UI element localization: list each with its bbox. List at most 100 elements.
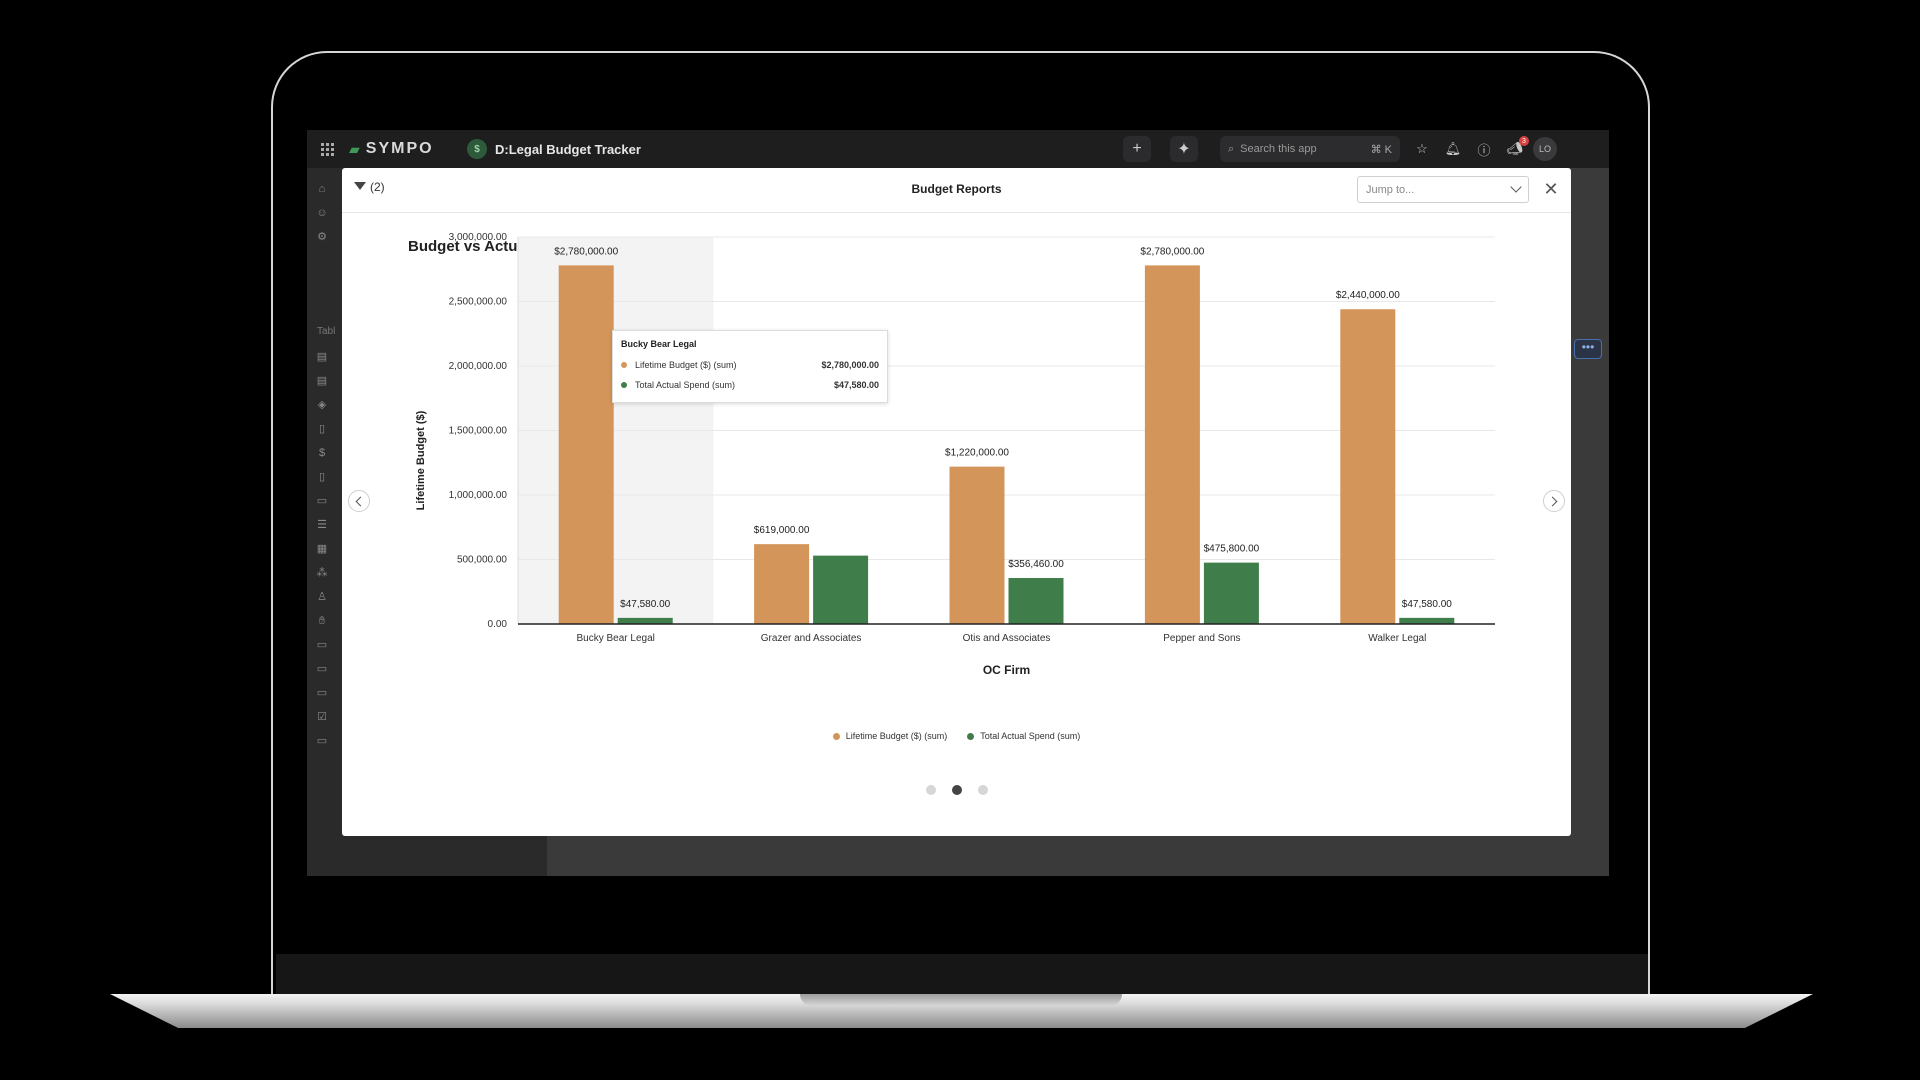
filter-count: (2) (370, 180, 385, 194)
sidebar-folder-icon[interactable]: ▭ (316, 735, 328, 747)
previous-chart-button[interactable] (348, 490, 370, 512)
budget-reports-modal: (2) Budget Reports Jump to... ✕ Budget v… (342, 168, 1571, 836)
help-icon[interactable]: ⓘ (1477, 142, 1491, 158)
home-icon[interactable]: ⌂ (318, 183, 326, 195)
x-tick-label: Grazer and Associates (761, 633, 862, 644)
sidebar-dollar-icon[interactable]: $ (318, 447, 326, 459)
bar-chart: 0.00 500,000.00 1,000,000.00 1,500,000.00 2,… (415, 232, 1495, 677)
y-tick-label: 1,500,000.00 (449, 426, 508, 437)
legend-spend-swatch (967, 732, 975, 740)
tooltip-row-name: Lifetime Budget ($) (sum) (635, 360, 737, 370)
ai-assistant-button[interactable]: ✦ (1169, 130, 1199, 168)
tooltip-spend-swatch (621, 382, 627, 388)
settings-icon[interactable]: ⚙ (317, 231, 327, 243)
chart-pager (342, 785, 1571, 795)
bar (617, 617, 673, 624)
y-axis-title: Lifetime Budget ($) (415, 410, 427, 510)
app-title-text: D:Legal Budget Tracker (495, 141, 641, 157)
x-tick-label: Walker Legal (1368, 633, 1426, 644)
chevron-right-icon (1547, 496, 1558, 506)
bar (1008, 578, 1064, 624)
sidebar-folder-icon[interactable]: ▭ (316, 687, 328, 699)
sparkle-icon: ✦ (1170, 136, 1198, 162)
megaphone-icon[interactable]: 📣︎ (1506, 141, 1524, 156)
y-tick-label: 1,000,000.00 (449, 490, 508, 501)
sidebar-table-icon[interactable]: ▤ (316, 375, 328, 387)
more-options-button[interactable]: ••• (1574, 339, 1602, 359)
data-label: $47,580.00 (620, 599, 670, 610)
legend-item-budget[interactable]: Lifetime Budget ($) (sum) (832, 731, 948, 741)
chart-tooltip: Bucky Bear Legal Lifetime Budget ($) (su… (612, 330, 888, 403)
sidebar-hand-icon[interactable]: ✋︎ (318, 615, 326, 627)
sidebar-folder-icon[interactable]: ▭ (316, 663, 328, 675)
x-tick-label: Pepper and Sons (1163, 633, 1240, 644)
filter-icon (354, 182, 366, 190)
star-icon[interactable]: ☆ (1416, 141, 1428, 156)
bar (558, 265, 614, 624)
users-icon[interactable]: ☺ (316, 207, 328, 219)
jump-to-select[interactable]: Jump to... (1357, 176, 1529, 203)
sidebar-folder-icon[interactable]: ▭ (316, 639, 328, 651)
brand-logo[interactable]: ▰ SYMPO (349, 130, 434, 168)
data-label: $2,780,000.00 (554, 246, 618, 257)
y-tick-label: 2,000,000.00 (449, 361, 508, 372)
search-icon: ⌕ (1228, 142, 1235, 155)
tooltip-row-budget: Lifetime Budget ($) (sum) $2,780,000.00 (621, 355, 879, 375)
y-tick-label: 2,500,000.00 (449, 297, 508, 308)
sidebar-table-icon[interactable]: ◈ (317, 399, 327, 411)
tooltip-budget-swatch (621, 362, 627, 368)
bar (949, 466, 1005, 624)
sidebar-chat-icon[interactable]: ▭ (316, 495, 328, 507)
close-icon[interactable]: ✕ (1543, 179, 1559, 199)
y-tick-label: 500,000.00 (457, 555, 507, 566)
top-bar: ▰ SYMPO $ D:Legal Budget Tracker + ✦ ⌕ S… (307, 130, 1609, 168)
x-axis-title: OC Firm (983, 663, 1030, 677)
notification-badge: 3 (1519, 136, 1529, 146)
data-label: $475,800.00 (1204, 544, 1260, 555)
sidebar-person-icon[interactable]: ♙ (317, 591, 327, 603)
bar (1399, 617, 1455, 624)
chart-legend: Lifetime Budget ($) (sum) Total Actual S… (342, 731, 1571, 741)
bar (813, 555, 869, 624)
pager-dot[interactable] (925, 785, 936, 795)
sidebar-section-label: Tabl (317, 326, 336, 337)
filter-button[interactable]: (2) (354, 180, 385, 194)
sidebar-apps-icon[interactable]: ▦ (316, 543, 328, 555)
legend-label: Lifetime Budget ($) (sum) (845, 731, 948, 741)
y-tick-label: 3,000,000.00 (449, 232, 508, 243)
app-title[interactable]: $ D:Legal Budget Tracker (467, 130, 641, 168)
sidebar-checkbox-icon[interactable]: ☑ (317, 711, 327, 723)
brand-name: SYMPO (365, 140, 434, 157)
data-label: $356,460.00 (1008, 559, 1064, 570)
logo-mark-icon: ▰ (349, 140, 360, 157)
sidebar-flow-icon[interactable]: ⁂ (316, 567, 328, 579)
legend-budget-swatch (832, 732, 840, 740)
legend-item-spend[interactable]: Total Actual Spend (sum) (967, 731, 1080, 741)
search-shortcut: ⌘ K (1370, 143, 1392, 156)
modal-title: Budget Reports (911, 182, 1002, 196)
user-avatar[interactable]: LO (1533, 130, 1557, 168)
app-grid-icon[interactable] (317, 130, 337, 168)
search-input[interactable]: ⌕ Search this app ⌘ K (1220, 136, 1400, 162)
app-icon: $ (467, 139, 487, 159)
jump-to-placeholder: Jump to... (1366, 183, 1415, 196)
add-button[interactable]: + (1122, 130, 1152, 168)
tooltip-row-name: Total Actual Spend (sum) (635, 380, 736, 390)
tooltip-row-spend: Total Actual Spend (sum) $47,580.00 (621, 375, 879, 395)
bar (1340, 309, 1396, 624)
y-tick-label: 0.00 (488, 619, 508, 630)
sidebar-list-icon[interactable]: ☰ (317, 519, 327, 531)
x-tick-label: Otis and Associates (963, 633, 1051, 644)
data-label: $1,220,000.00 (945, 448, 1009, 459)
bell-icon[interactable]: 🔔︎ (1444, 141, 1462, 156)
data-label: $2,440,000.00 (1336, 290, 1400, 301)
next-chart-button[interactable] (1543, 490, 1565, 512)
x-tick-label: Bucky Bear Legal (577, 633, 655, 644)
pager-dot[interactable] (951, 785, 962, 795)
pager-dot[interactable] (977, 785, 988, 795)
sidebar-document-icon[interactable]: ▯ (318, 423, 326, 435)
search-placeholder: Search this app (1240, 143, 1317, 155)
sidebar-table-icon[interactable]: ▤ (316, 351, 328, 363)
sidebar-document-icon[interactable]: ▯ (318, 471, 326, 483)
laptop-notch (800, 994, 1122, 1006)
